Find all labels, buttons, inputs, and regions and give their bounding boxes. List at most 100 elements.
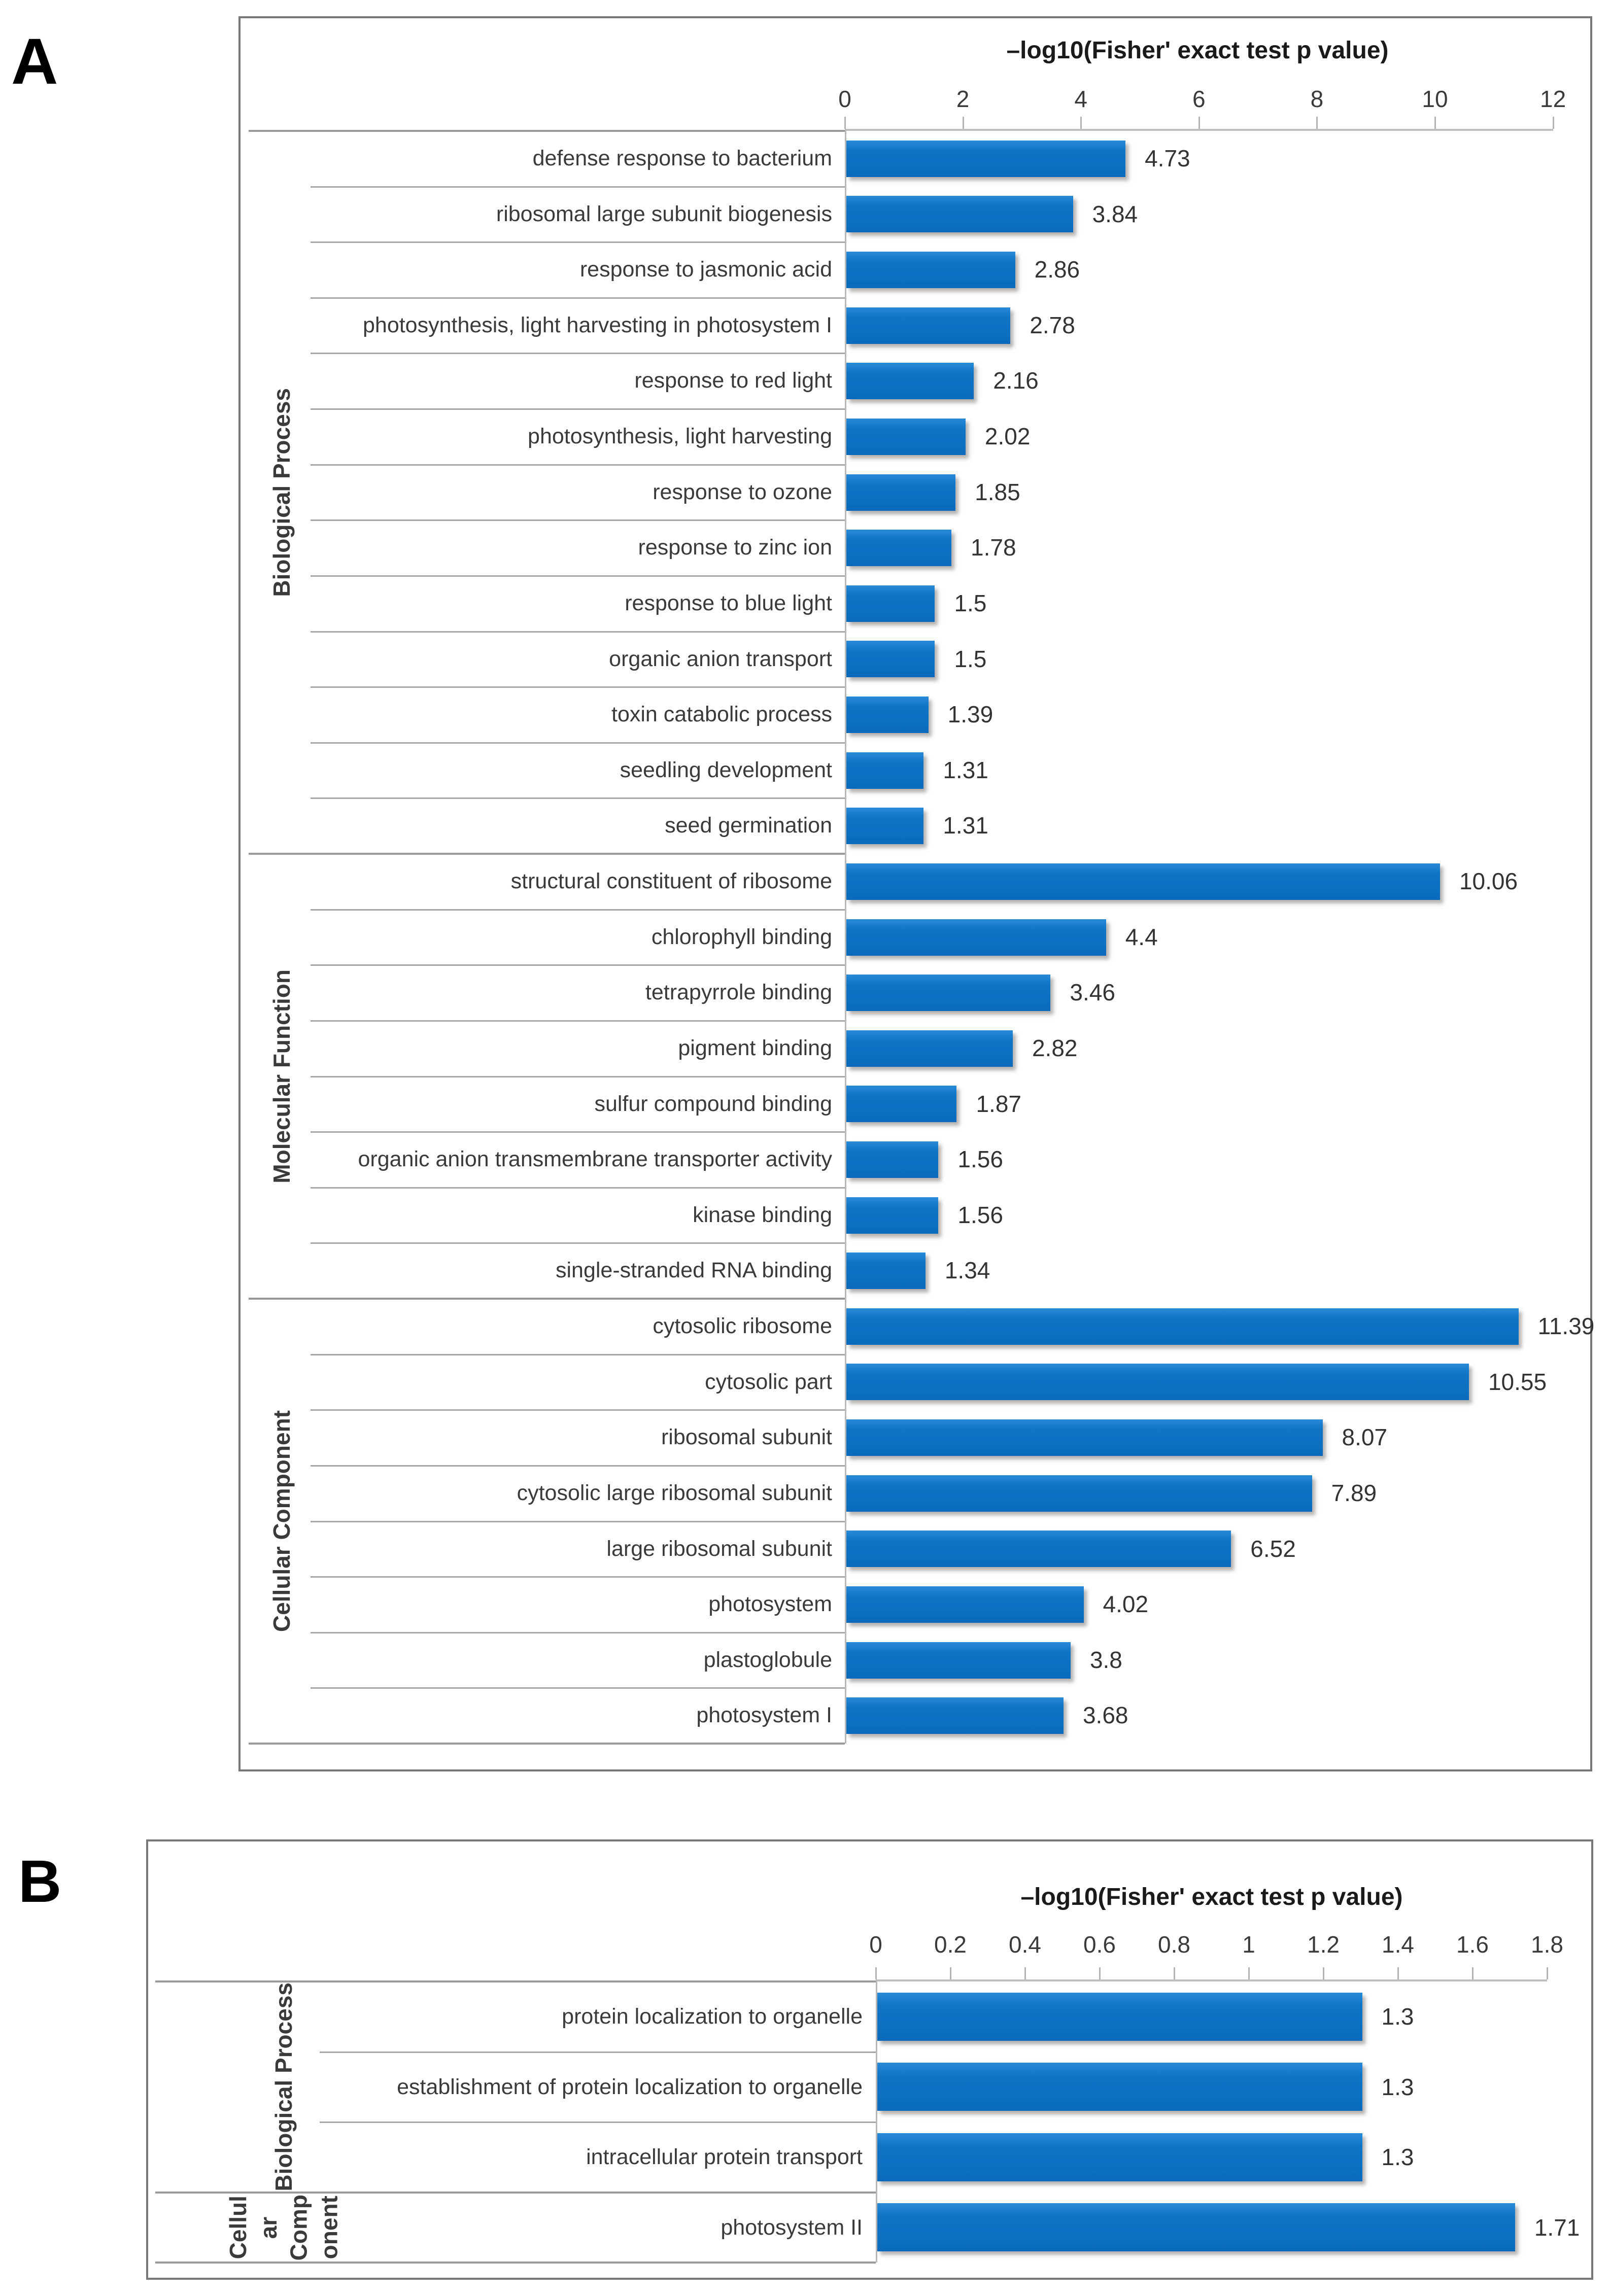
row-separator — [311, 1131, 845, 1133]
bar — [846, 1197, 939, 1234]
category-label: cytosolic large ribosomal subunit — [517, 1480, 832, 1505]
bar-value-label: 1.71 — [1534, 2214, 1580, 2241]
bar-value-label: 1.56 — [957, 1201, 1003, 1228]
category-axis-line — [845, 129, 846, 1744]
section-label: Cellul ar Comp onent — [225, 2194, 342, 2260]
section-separator — [155, 2262, 876, 2264]
bar — [877, 2063, 1362, 2111]
x-axis-line — [845, 129, 1553, 131]
x-axis-tick-label: 6 — [1192, 86, 1206, 112]
category-label: ribosomal subunit — [661, 1425, 832, 1450]
category-label: photosynthesis, light harvesting — [528, 424, 832, 449]
bar-value-label: 1.3 — [1381, 2003, 1414, 2030]
bar-value-label: 2.78 — [1030, 311, 1075, 338]
bar-value-label: 1.39 — [947, 701, 994, 728]
bar-value-label: 3.84 — [1092, 200, 1138, 227]
bar — [846, 1086, 957, 1123]
category-label: ribosomal large subunit biogenesis — [496, 201, 832, 226]
x-axis-tick — [1024, 1967, 1026, 1979]
bar-value-label: 4.73 — [1145, 145, 1190, 171]
row-separator — [311, 1465, 845, 1467]
x-axis-tick-label: 1.4 — [1382, 1931, 1414, 1958]
section-separator — [249, 853, 845, 855]
bar — [846, 863, 1440, 900]
bar — [846, 1364, 1469, 1401]
row-separator — [311, 353, 845, 355]
bar-value-label: 2.82 — [1032, 1034, 1078, 1061]
section-separator — [155, 2191, 876, 2194]
bar — [846, 474, 956, 511]
bar — [846, 808, 924, 845]
bar-value-label: 2.02 — [984, 423, 1031, 450]
category-label: plastoglobule — [703, 1647, 832, 1672]
bar — [846, 641, 935, 678]
x-axis-tick — [1174, 1967, 1175, 1979]
section-label-wrap: Cellul ar Comp onent — [213, 2193, 355, 2263]
x-axis-tick — [1397, 1967, 1399, 1979]
bar-value-label: 4.4 — [1125, 923, 1158, 950]
bar — [846, 363, 974, 400]
bar — [846, 697, 929, 734]
category-label: photosystem I — [696, 1703, 832, 1728]
row-separator — [311, 964, 845, 966]
section-label: Biological Process — [270, 1982, 297, 2191]
x-axis-tick — [1323, 1967, 1324, 1979]
x-axis-tick — [844, 117, 846, 129]
row-separator — [311, 519, 845, 521]
x-axis-tick — [875, 1967, 877, 1979]
row-separator — [311, 1187, 845, 1189]
x-axis-tick — [1552, 117, 1554, 129]
section-separator — [249, 130, 845, 132]
x-axis-tick-label: 1 — [1242, 1931, 1255, 1958]
category-label: protein localization to organelle — [562, 2004, 863, 2029]
category-label: photosystem — [708, 1592, 832, 1617]
row-separator — [311, 408, 845, 410]
category-label: establishment of protein localization to… — [397, 2074, 863, 2099]
category-label: defense response to bacterium — [532, 146, 832, 170]
x-axis-tick — [1248, 1967, 1250, 1979]
bar — [846, 252, 1015, 289]
category-label: response to zinc ion — [638, 535, 832, 560]
row-separator — [320, 2051, 876, 2053]
row-separator — [311, 241, 845, 243]
bar — [877, 2133, 1362, 2181]
category-label: photosystem II — [721, 2215, 863, 2240]
row-separator — [311, 1520, 845, 1522]
x-axis-tick — [950, 1967, 951, 1979]
bar-value-label: 2.16 — [993, 367, 1039, 394]
row-separator — [311, 186, 845, 188]
bar — [846, 1642, 1071, 1679]
x-axis-tick-label: 8 — [1310, 86, 1324, 112]
row-separator — [311, 464, 845, 466]
x-axis-tick-label: 0 — [869, 1931, 882, 1958]
category-label: response to ozone — [653, 479, 832, 504]
bar — [846, 1697, 1064, 1734]
row-separator — [311, 909, 845, 911]
section-label-wrap: Biological Process — [261, 1981, 307, 2193]
panel-a-axis-title: –log10(Fisher' exact test p value) — [1006, 37, 1389, 64]
bar — [846, 1030, 1013, 1067]
bar-value-label: 1.34 — [944, 1257, 990, 1284]
bar — [846, 140, 1126, 177]
x-axis-tick-label: 0.8 — [1158, 1931, 1190, 1958]
bar — [846, 196, 1073, 233]
x-axis-tick-label: 1.2 — [1307, 1931, 1340, 1958]
bar — [846, 919, 1106, 956]
x-axis-tick — [1434, 117, 1436, 129]
bar — [846, 1586, 1084, 1623]
row-separator — [311, 575, 845, 577]
panel-b-letter: B — [18, 1848, 62, 1915]
bar-value-label: 2.86 — [1034, 256, 1080, 283]
bar-value-label: 3.8 — [1089, 1646, 1122, 1673]
category-label: sulfur compound binding — [594, 1091, 832, 1116]
category-label: pigment binding — [678, 1035, 832, 1060]
row-separator — [320, 2121, 876, 2123]
bar-value-label: 1.5 — [954, 589, 987, 616]
bar-value-label: 10.55 — [1488, 1368, 1547, 1395]
bar — [846, 585, 935, 622]
row-separator — [311, 1631, 845, 1633]
x-axis-tick — [1198, 117, 1200, 129]
category-label: response to jasmonic acid — [579, 257, 832, 282]
bar — [846, 1530, 1231, 1568]
